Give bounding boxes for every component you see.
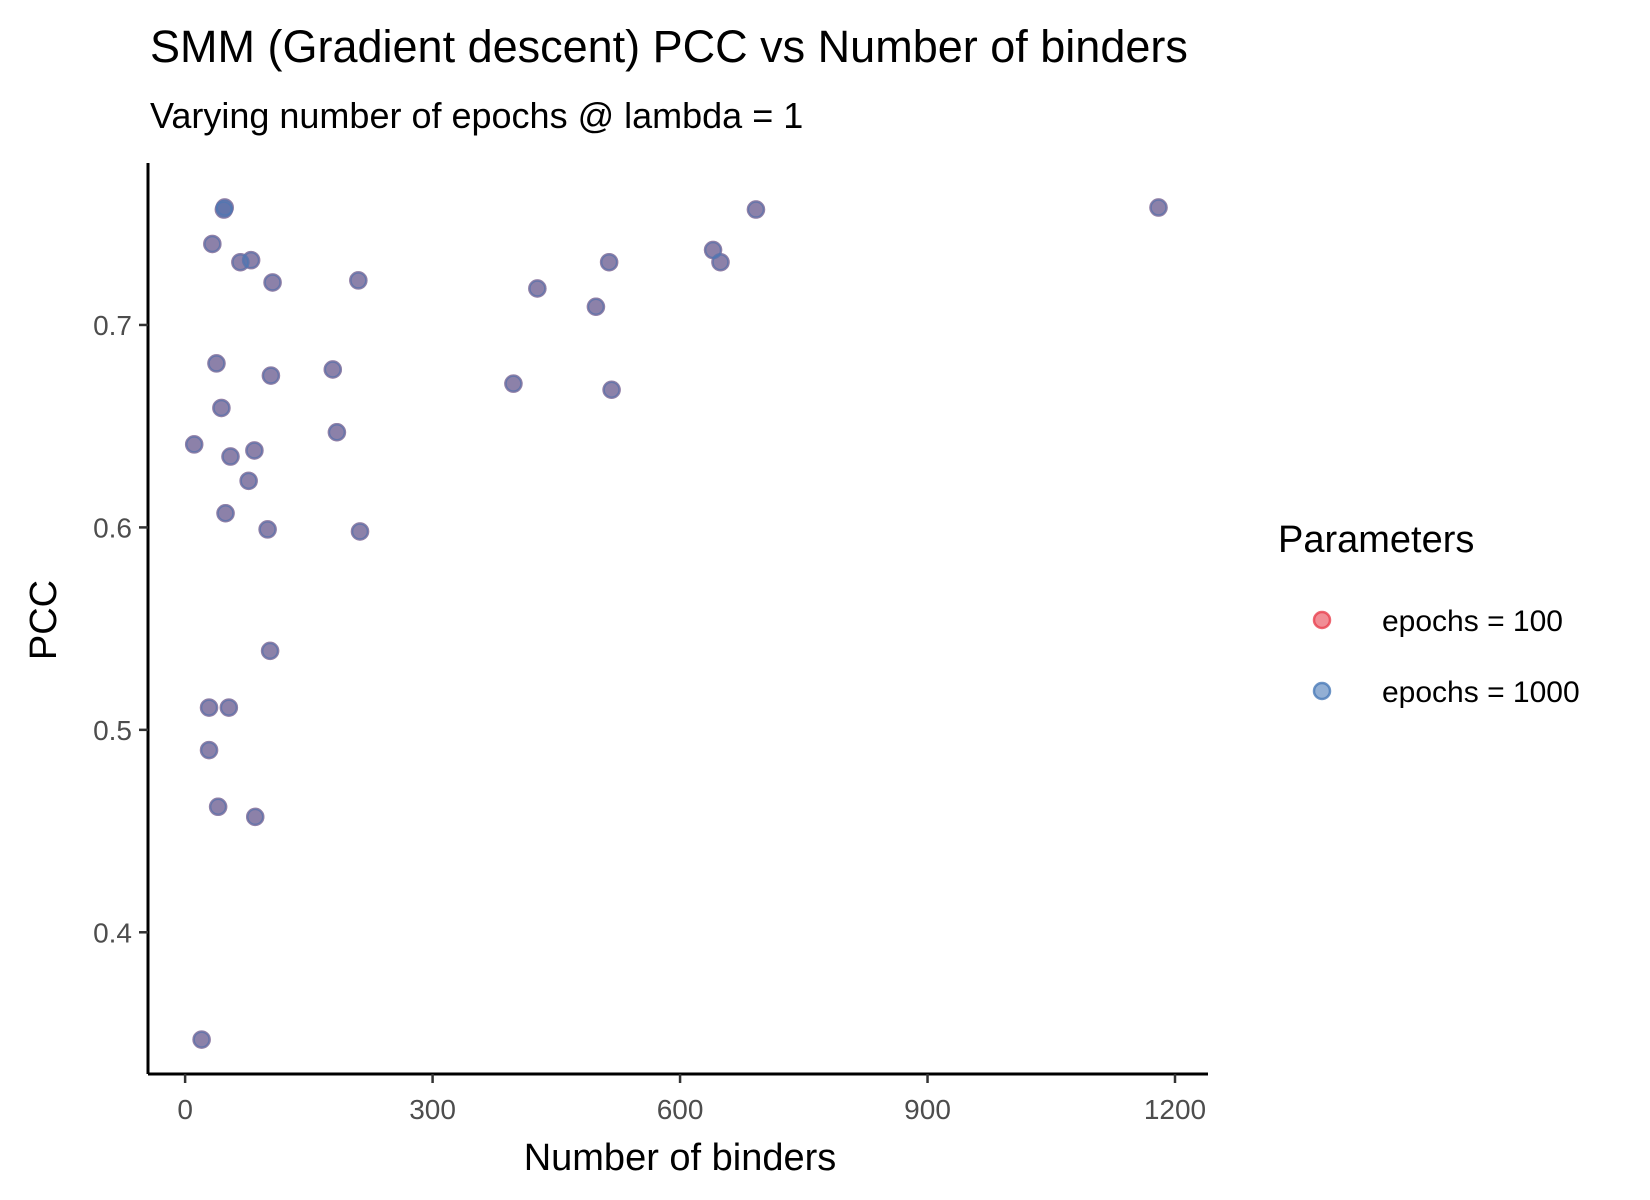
data-point-series-2 <box>263 273 282 292</box>
y-tick-label: 0.5 <box>93 715 132 746</box>
data-point-series-2 <box>221 447 240 466</box>
x-axis-title: Number of binders <box>524 1137 837 1179</box>
data-point-series-2 <box>214 200 234 219</box>
data-point-series-2 <box>245 441 264 460</box>
data-point-series-2 <box>504 374 523 393</box>
x-tick-label: 0 <box>177 1094 193 1125</box>
data-point-series-2 <box>199 740 219 760</box>
data-point-series-2 <box>208 797 228 817</box>
data-point-series-2 <box>192 1030 211 1049</box>
data-point-series-2 <box>212 398 231 418</box>
x-axis-ticks: 0 300 600 900 1200 <box>177 1074 1206 1125</box>
y-tick-label: 0.6 <box>93 512 132 543</box>
chart-title: SMM (Gradient descent) PCC vs Number of … <box>150 21 1188 72</box>
y-tick-label: 0.7 <box>93 310 132 341</box>
data-point-series-2 <box>239 471 258 491</box>
legend-entries: epochs = 100 epochs = 1000 <box>1312 605 1580 709</box>
x-tick-label: 600 <box>657 1094 704 1125</box>
data-point-series-2 <box>349 271 368 290</box>
y-axis-title: PCC <box>23 580 65 660</box>
x-tick-label: 300 <box>409 1094 456 1125</box>
data-point-series-2 <box>260 641 280 661</box>
x-tick-label: 900 <box>904 1094 951 1125</box>
data-point-series-2 <box>746 200 766 219</box>
y-tick-label: 0.4 <box>93 917 132 948</box>
data-point-series-2 <box>327 423 347 442</box>
data-point-series-2 <box>1149 198 1168 217</box>
plot-area: 0 300 600 900 1200 0.4 0.5 0.6 0.7 <box>93 163 1208 1125</box>
data-point-series-2 <box>711 252 730 272</box>
data-point-series-2 <box>231 252 250 272</box>
x-tick-label: 1200 <box>1144 1094 1206 1125</box>
y-axis-ticks: 0.4 0.5 0.6 0.7 <box>93 310 148 948</box>
legend: Parameters epochs = 100 epochs = 1000 <box>1278 519 1580 709</box>
data-point-series-2 <box>528 279 547 298</box>
data-point-series-2 <box>184 435 204 454</box>
chart-subtitle: Varying number of epochs @ lambda = 1 <box>150 95 803 136</box>
data-points <box>184 198 1168 1049</box>
legend-key-1 <box>1312 610 1332 630</box>
legend-label-1: epochs = 100 <box>1382 605 1563 638</box>
data-point-series-2 <box>207 354 226 373</box>
data-point-series-2 <box>586 297 606 316</box>
data-point-series-2 <box>245 807 265 827</box>
data-point-series-2 <box>599 252 619 272</box>
data-point-series-2 <box>258 520 277 539</box>
data-point-series-2 <box>203 234 222 254</box>
legend-label-2: epochs = 1000 <box>1382 676 1580 709</box>
data-point-series-2 <box>350 522 370 541</box>
data-point-series-2 <box>602 380 621 399</box>
data-point-series-2 <box>323 360 343 379</box>
legend-key-2 <box>1312 681 1332 701</box>
data-point-series-2 <box>216 503 235 523</box>
data-point-series-2 <box>261 366 281 385</box>
data-point-series-2 <box>219 698 239 717</box>
data-point-series-2 <box>199 698 219 717</box>
legend-title: Parameters <box>1278 519 1474 561</box>
